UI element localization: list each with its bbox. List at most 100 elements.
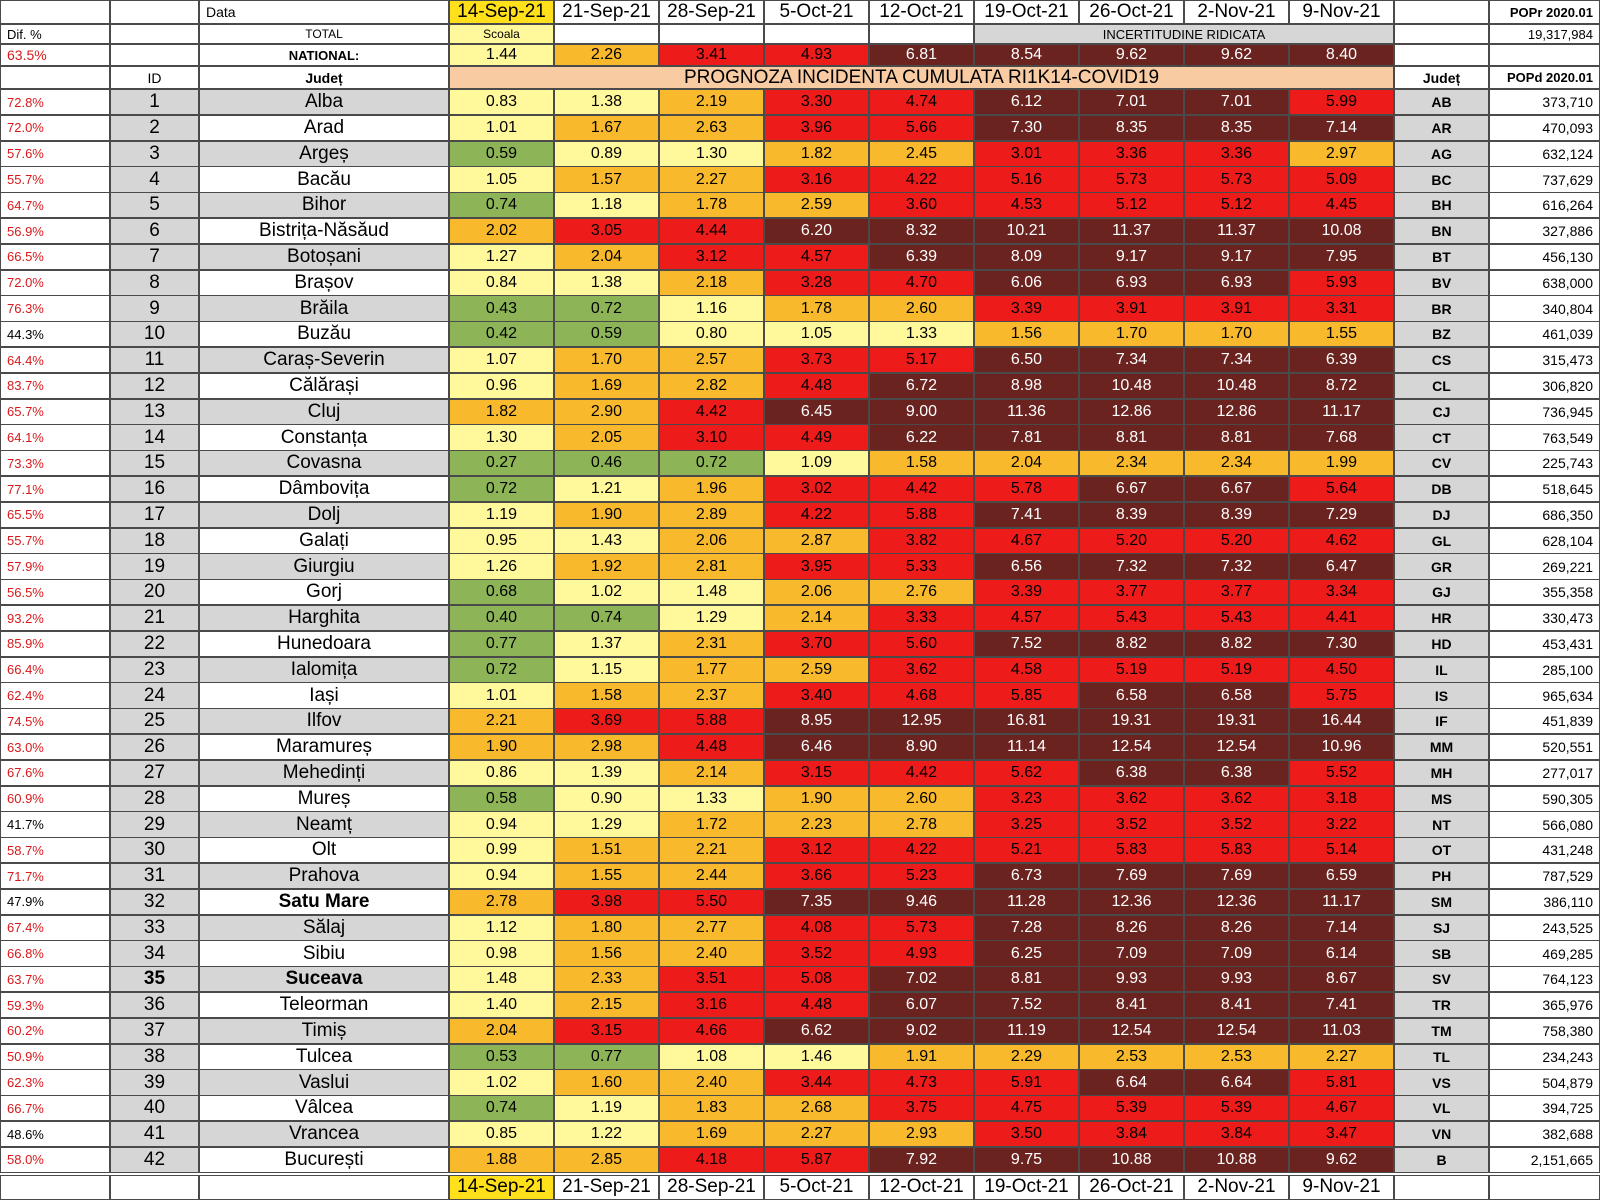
value-cell: 7.32 — [1079, 553, 1184, 580]
population-cell: 470,093 — [1489, 114, 1600, 142]
value-cell: 2.93 — [869, 1121, 974, 1148]
county-code: SJ — [1394, 914, 1489, 941]
total-label: TOTAL — [199, 24, 449, 44]
value-cell: 1.19 — [554, 1095, 659, 1122]
value-cell: 5.43 — [1079, 605, 1184, 632]
county-name: Argeș — [199, 140, 449, 167]
population-cell: 616,264 — [1489, 192, 1600, 219]
value-cell: 3.44 — [764, 1069, 869, 1096]
value-cell: 3.51 — [659, 966, 764, 993]
blank-cell — [554, 24, 659, 44]
value-cell: 6.14 — [1289, 940, 1394, 967]
value-cell: 10.08 — [1289, 218, 1394, 245]
dif-cell: 60.2% — [0, 1017, 110, 1045]
blank-cell — [1394, 0, 1489, 24]
population-cell: 315,473 — [1489, 347, 1600, 374]
value-cell: 10.96 — [1289, 734, 1394, 761]
dif-cell: 64.7% — [0, 192, 110, 219]
value-cell: 7.69 — [1184, 863, 1289, 890]
county-code: BZ — [1394, 321, 1489, 348]
value-cell: 2.04 — [449, 1017, 554, 1045]
value-cell: 5.17 — [869, 347, 974, 374]
county-code: TM — [1394, 1017, 1489, 1045]
county-code: TL — [1394, 1043, 1489, 1070]
value-cell: 1.33 — [869, 321, 974, 348]
value-cell: 4.42 — [869, 476, 974, 503]
dif-cell: 72.0% — [0, 114, 110, 142]
value-cell: 1.07 — [449, 347, 554, 374]
population-cell: 456,130 — [1489, 243, 1600, 271]
national-value-1: 2.26 — [554, 44, 659, 66]
id-cell: 36 — [110, 992, 199, 1019]
county-code: HD — [1394, 630, 1489, 658]
blank-cell — [1394, 44, 1489, 66]
population-cell: 382,688 — [1489, 1121, 1600, 1148]
value-cell: 3.02 — [764, 476, 869, 503]
value-cell: 3.36 — [1079, 140, 1184, 167]
county-code: AB — [1394, 89, 1489, 116]
value-cell: 2.77 — [659, 914, 764, 941]
national-label: NATIONAL: — [199, 44, 449, 66]
value-cell: 4.49 — [764, 424, 869, 451]
dif-cell: 57.9% — [0, 553, 110, 580]
value-cell: 2.27 — [1289, 1043, 1394, 1070]
value-cell: 12.86 — [1079, 398, 1184, 425]
county-name: Maramureș — [199, 734, 449, 761]
county-code: IS — [1394, 682, 1489, 709]
id-cell: 29 — [110, 811, 199, 838]
value-cell: 7.69 — [1079, 863, 1184, 890]
national-value-7: 9.62 — [1184, 44, 1289, 66]
value-cell: 6.62 — [764, 1017, 869, 1045]
value-cell: 2.34 — [1184, 450, 1289, 477]
value-cell: 1.91 — [869, 1043, 974, 1070]
national-value-2: 3.41 — [659, 44, 764, 66]
value-cell: 2.19 — [659, 89, 764, 116]
id-cell: 6 — [110, 218, 199, 245]
value-cell: 3.39 — [974, 295, 1079, 322]
id-cell: 19 — [110, 553, 199, 580]
value-cell: 5.73 — [1184, 166, 1289, 193]
value-cell: 0.80 — [659, 321, 764, 348]
county-code: BH — [1394, 192, 1489, 219]
value-cell: 11.03 — [1289, 1017, 1394, 1045]
value-cell: 10.48 — [1184, 372, 1289, 400]
value-cell: 5.23 — [869, 863, 974, 890]
national-value-5: 8.54 — [974, 44, 1079, 66]
id-cell: 39 — [110, 1069, 199, 1096]
value-cell: 2.59 — [764, 192, 869, 219]
county-name: Ilfov — [199, 708, 449, 735]
county-code: IF — [1394, 708, 1489, 735]
value-cell: 2.87 — [764, 527, 869, 554]
value-cell: 5.78 — [974, 476, 1079, 503]
blank-cell — [110, 44, 199, 66]
county-code: GJ — [1394, 579, 1489, 606]
blank-cell — [659, 24, 764, 44]
value-cell: 3.82 — [869, 527, 974, 554]
county-code: VS — [1394, 1069, 1489, 1096]
id-cell: 16 — [110, 476, 199, 503]
county-name: Caraș-Severin — [199, 347, 449, 374]
county-name: Olt — [199, 837, 449, 864]
value-cell: 1.08 — [659, 1043, 764, 1070]
value-cell: 8.98 — [974, 372, 1079, 400]
county-name: Timiș — [199, 1017, 449, 1045]
dif-cell: 64.4% — [0, 347, 110, 374]
value-cell: 4.74 — [869, 89, 974, 116]
value-cell: 1.70 — [1079, 321, 1184, 348]
value-cell: 2.23 — [764, 811, 869, 838]
value-cell: 9.02 — [869, 1017, 974, 1045]
value-cell: 4.62 — [1289, 527, 1394, 554]
value-cell: 4.53 — [974, 192, 1079, 219]
value-cell: 3.62 — [1079, 785, 1184, 812]
dif-national: 63.5% — [0, 44, 110, 66]
dif-cell: 64.1% — [0, 424, 110, 451]
dif-cell: 58.7% — [0, 837, 110, 864]
dif-cell: 66.8% — [0, 940, 110, 967]
county-code: SM — [1394, 888, 1489, 916]
value-cell: 9.93 — [1184, 966, 1289, 993]
value-cell: 1.82 — [764, 140, 869, 167]
dif-cell: 44.3% — [0, 321, 110, 348]
value-cell: 1.96 — [659, 476, 764, 503]
value-cell: 6.47 — [1289, 553, 1394, 580]
dif-cell: 60.9% — [0, 785, 110, 812]
